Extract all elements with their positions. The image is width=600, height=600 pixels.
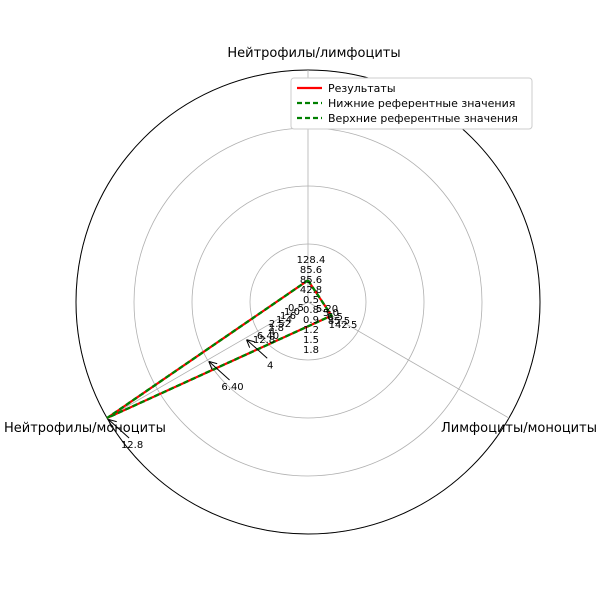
legend-label-0: Результаты (328, 82, 396, 95)
value-label: 1.6 (280, 311, 296, 322)
value-label: 0.8 (303, 305, 319, 316)
axis-label-1: Лимфоциты/моноциты (441, 421, 597, 436)
value-label: 85.6 (300, 275, 322, 286)
spoke-1 (307, 301, 510, 419)
value-label: 128.4 (297, 255, 326, 266)
value-label: 4 (269, 327, 275, 338)
value-label: 1.4 (276, 315, 292, 326)
value-label: 85.6 (300, 265, 322, 276)
axis-label-0: Нейтрофилы/лимфоциты (227, 46, 400, 61)
legend-label-2: Верхние референтные значения (328, 112, 518, 125)
value-labels: 128.485.685.642.80.50.80.91.21.51.85.205… (253, 255, 357, 356)
axis-label-2: Нейтрофилы/моноциты (4, 421, 166, 436)
value-label: 6.5 (327, 312, 343, 323)
legend-label-1: Нижние референтные значения (328, 97, 515, 110)
annotation-label-2: 12.8 (121, 440, 143, 451)
value-label: 12.8 (253, 335, 275, 346)
value-label: 5.0 (323, 308, 339, 319)
annotation-arrow-1 (210, 362, 230, 381)
value-label: 5.20 (316, 304, 338, 315)
value-label: 0.5 (303, 295, 319, 306)
spoke-2 (106, 301, 309, 419)
radar-series (106, 279, 334, 420)
value-label: 0.5 (288, 303, 304, 314)
annotation-arrow-0 (247, 340, 268, 359)
legend: Результаты Нижние референтные значения В… (290, 77, 533, 130)
value-label: 1.8 (303, 345, 319, 356)
series-line-2 (106, 279, 334, 420)
value-label: 2.8 (268, 323, 284, 334)
value-label: 1.0 (284, 307, 300, 318)
value-label: 1.2 (303, 325, 319, 336)
annotation-arrow-2 (109, 420, 130, 439)
value-label: 42.8 (300, 285, 322, 296)
value-label: 85.5 (328, 316, 350, 327)
annotation-label-1: 6.40 (221, 382, 243, 393)
value-label: 2.52 (269, 319, 291, 330)
value-label: 1.5 (303, 335, 319, 346)
annotation-label-0: 4 (267, 360, 273, 371)
value-label: 6.40 (257, 331, 279, 342)
value-label: 142.5 (329, 320, 358, 331)
axis-labels: Нейтрофилы/лимфоциты Лимфоциты/моноциты … (4, 46, 597, 436)
annotations: 4 6.40 12.8 (109, 340, 273, 451)
value-label: 0.9 (303, 315, 319, 326)
legend-box (290, 77, 533, 130)
